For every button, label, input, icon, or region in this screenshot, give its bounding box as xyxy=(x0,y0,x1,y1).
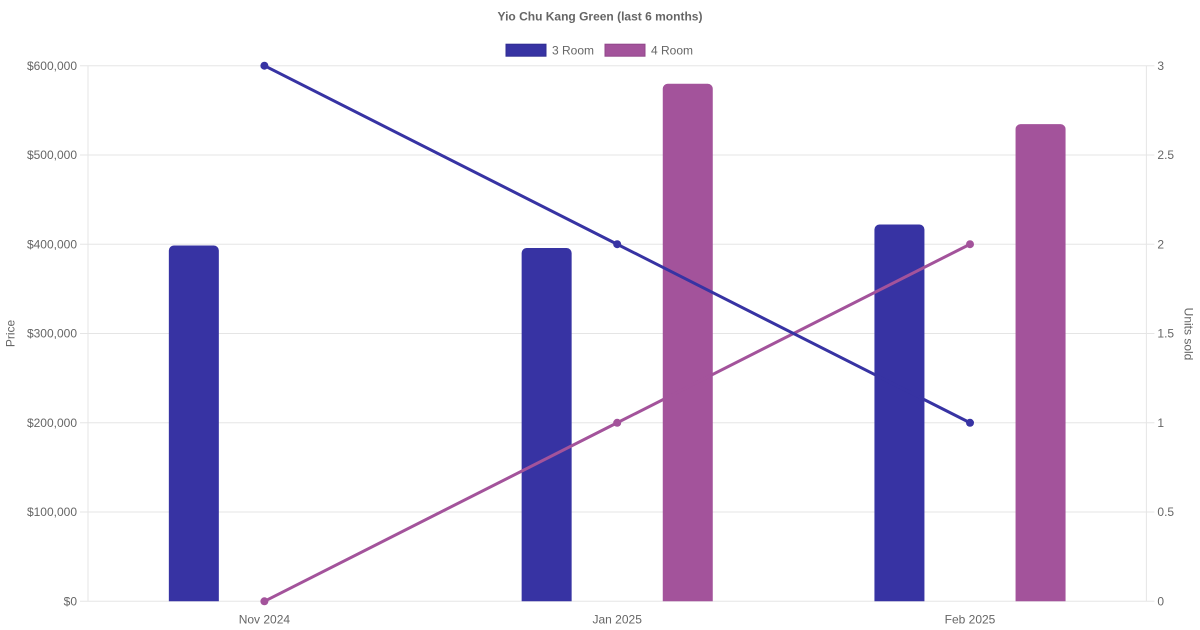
svg-text:Price: Price xyxy=(4,320,18,348)
svg-text:$300,000: $300,000 xyxy=(27,327,77,341)
svg-text:$500,000: $500,000 xyxy=(27,148,77,162)
svg-text:Feb 2025: Feb 2025 xyxy=(945,612,996,626)
svg-text:0: 0 xyxy=(1157,595,1164,609)
svg-text:Units sold: Units sold xyxy=(1181,308,1195,361)
svg-text:4 Room: 4 Room xyxy=(651,43,693,57)
svg-text:1: 1 xyxy=(1157,416,1164,430)
svg-text:Jan 2025: Jan 2025 xyxy=(593,612,643,626)
svg-text:$600,000: $600,000 xyxy=(27,59,77,73)
svg-text:2: 2 xyxy=(1157,237,1164,251)
svg-text:0.5: 0.5 xyxy=(1157,505,1174,519)
svg-text:$0: $0 xyxy=(64,595,78,609)
svg-text:1.5: 1.5 xyxy=(1157,327,1174,341)
svg-text:3: 3 xyxy=(1157,59,1164,73)
svg-text:$100,000: $100,000 xyxy=(27,505,77,519)
svg-text:2.5: 2.5 xyxy=(1157,148,1174,162)
svg-text:Nov 2024: Nov 2024 xyxy=(239,612,291,626)
svg-text:Yio Chu Kang Green (last 6 mon: Yio Chu Kang Green (last 6 months) xyxy=(498,10,703,24)
svg-text:3 Room: 3 Room xyxy=(552,43,594,57)
svg-text:$400,000: $400,000 xyxy=(27,237,77,251)
svg-text:$200,000: $200,000 xyxy=(27,416,77,430)
